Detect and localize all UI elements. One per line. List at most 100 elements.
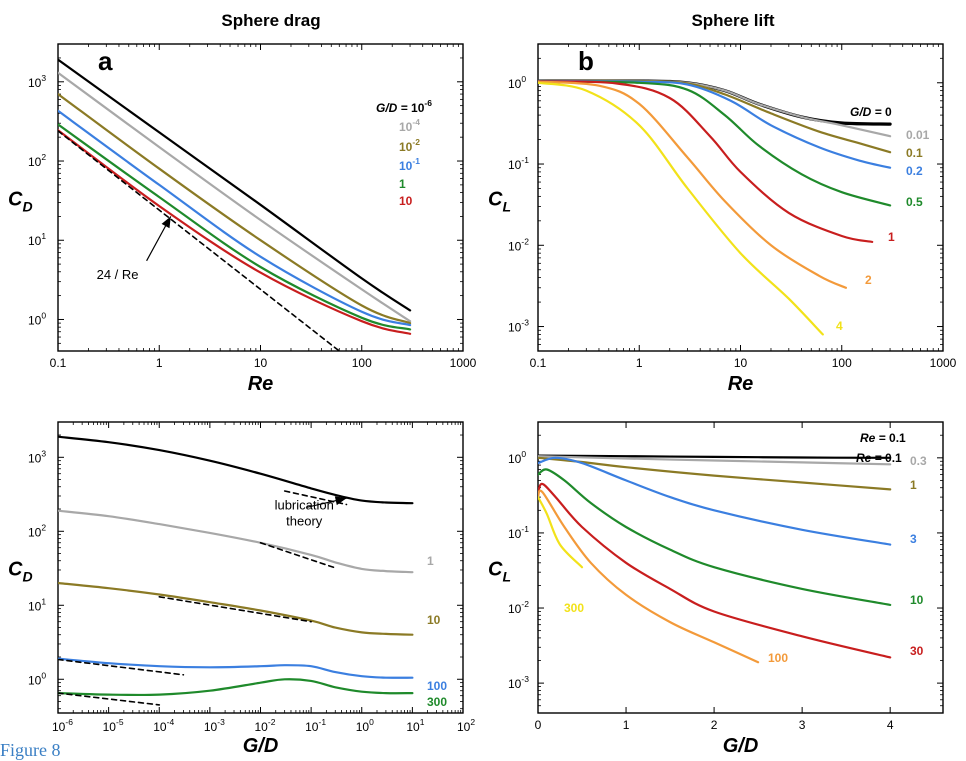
y-tick-label: 100 xyxy=(508,449,526,466)
series-line-lub-1 xyxy=(259,542,337,569)
annotation-24-over-re: 24 / Re xyxy=(97,267,139,282)
x-tick-label: 10-1 xyxy=(305,717,326,734)
series-line-10-2 xyxy=(58,93,412,325)
y-tick-label: 101 xyxy=(28,231,46,248)
series-label: Re = 0.1 xyxy=(860,431,906,445)
annotation-theory: theory xyxy=(286,513,323,528)
x-tick-label: 1 xyxy=(156,356,163,370)
series-label: 10 xyxy=(399,194,413,208)
x-tick-label: 1 xyxy=(636,356,643,370)
series-line-2 xyxy=(538,80,847,289)
series-label: 1 xyxy=(910,478,917,492)
series-line-10 xyxy=(538,468,892,606)
series-label: 1 xyxy=(888,230,895,244)
x-tick-label: 10-3 xyxy=(204,717,225,734)
y-tick-label: 102 xyxy=(28,152,46,169)
x-tick-label: 10 xyxy=(734,356,748,370)
x-tick-label: 1000 xyxy=(450,356,477,370)
panel-c-drag-vs-gap: 10-6 10-5 10-4 10-3 10-2 10-1 100 101 1021001011… xyxy=(8,421,902,757)
plot-frame xyxy=(57,421,464,714)
series-line-lub-300 xyxy=(58,692,161,706)
series-label: 0.01 xyxy=(906,128,930,142)
panel-letter: a xyxy=(98,46,113,76)
y-axis-label: CD xyxy=(8,189,33,215)
legend-title: G/D = 10-6 xyxy=(376,98,432,115)
plot-frame xyxy=(537,43,944,352)
y-tick-label: 10-1 xyxy=(508,155,529,172)
y-tick-label: 10-3 xyxy=(508,318,529,335)
series-label: 10-4 xyxy=(399,117,420,134)
series-label: 300 xyxy=(564,601,584,615)
x-tick-label: 4 xyxy=(887,718,894,732)
series-line-0-5 xyxy=(538,80,892,207)
series-line-lub-10 xyxy=(158,596,312,623)
x-tick-label: 101 xyxy=(406,717,424,734)
series-label: 0.5 xyxy=(906,195,923,209)
panel-d-lift-vs-gap: 0 1 2 3 4 10-3 10-2 10-1 100 G/D CL Re = 0.1 0.3 1 3 10… xyxy=(488,421,944,757)
panel-letter: b xyxy=(578,46,594,76)
annotation-arrowhead xyxy=(334,496,347,506)
series-line-0-3 xyxy=(538,455,892,466)
y-tick-label: 10-1 xyxy=(508,524,529,541)
series-label: 0.2 xyxy=(906,164,923,178)
series-label: 0.1 xyxy=(906,146,923,160)
series-line-300 xyxy=(538,496,584,569)
series-line-100 xyxy=(538,489,760,664)
y-tick-label: 10-2 xyxy=(508,236,529,253)
figure-caption: Figure 8 xyxy=(0,740,61,760)
series-line-10-6 xyxy=(58,58,412,312)
series-label: 3 xyxy=(910,532,917,546)
series-label: 100 xyxy=(427,679,447,693)
series-label: 30 xyxy=(910,644,924,658)
y-tick-label: 100 xyxy=(28,310,46,327)
series-line-1 xyxy=(58,123,412,331)
x-tick-label: 1000 xyxy=(930,356,957,370)
x-tick-label: 0.1 xyxy=(50,356,67,370)
series-line-Re-0-1 xyxy=(58,435,414,505)
series-label: 10-1 xyxy=(399,156,420,173)
series-line-lub-100 xyxy=(58,658,185,676)
panel-b-lift-vs-re: 0.1 1 10 100 1000 10-3 10-2 10-1 100 Re CL b G/D = 0… xyxy=(488,43,957,395)
x-tick-label: 1 xyxy=(623,718,630,732)
series-line-30 xyxy=(538,482,892,659)
panel-a-drag-vs-re: 0.1 1 10 100 1000100101102103ReCDa10-410-210… xyxy=(8,43,477,395)
y-tick-label: 10-2 xyxy=(508,599,529,616)
series-line-24-Re xyxy=(58,130,341,351)
series-line-100 xyxy=(58,657,414,679)
x-tick-label: 10-6 xyxy=(52,717,73,734)
x-tick-label: 2 xyxy=(711,718,718,732)
y-axis-label: CL xyxy=(488,189,511,215)
series-label: 100 xyxy=(768,651,788,665)
x-tick-label: 0.1 xyxy=(530,356,547,370)
series-line-Re-0-1 xyxy=(538,454,892,459)
y-tick-label: 100 xyxy=(508,74,526,91)
left-column-title: Sphere drag xyxy=(221,11,320,30)
y-tick-label: 10-3 xyxy=(508,674,529,691)
series-label: 10-2 xyxy=(399,137,420,154)
series-label: 0.3 xyxy=(910,454,927,468)
series-label: 1 xyxy=(427,554,434,568)
series-line-1 xyxy=(58,509,414,574)
series-label: 300 xyxy=(427,695,447,709)
series-line-10-1 xyxy=(58,109,412,327)
y-tick-label: 100 xyxy=(28,670,46,687)
series-label: 4 xyxy=(836,319,843,333)
series-line-10 xyxy=(58,129,412,335)
x-tick-label: 102 xyxy=(457,717,475,734)
x-axis-label: G/D xyxy=(243,735,279,757)
y-tick-label: 102 xyxy=(28,522,46,539)
annotation-arrowhead xyxy=(161,216,171,229)
x-axis-label: Re xyxy=(728,373,754,395)
series-line-300 xyxy=(58,678,414,697)
y-axis-label: CL xyxy=(488,559,511,585)
annotation-lubrication: lubrication xyxy=(275,497,334,512)
x-tick-label: 100 xyxy=(352,356,372,370)
x-axis-label: G/D xyxy=(723,735,759,757)
series-line-3 xyxy=(538,456,892,546)
series-label: 1 xyxy=(399,177,406,191)
x-axis-label: Re xyxy=(248,373,274,395)
x-tick-label: 10 xyxy=(254,356,268,370)
x-tick-label: 0 xyxy=(535,718,542,732)
y-tick-label: 103 xyxy=(28,73,46,90)
y-axis-label: CD xyxy=(8,559,33,585)
